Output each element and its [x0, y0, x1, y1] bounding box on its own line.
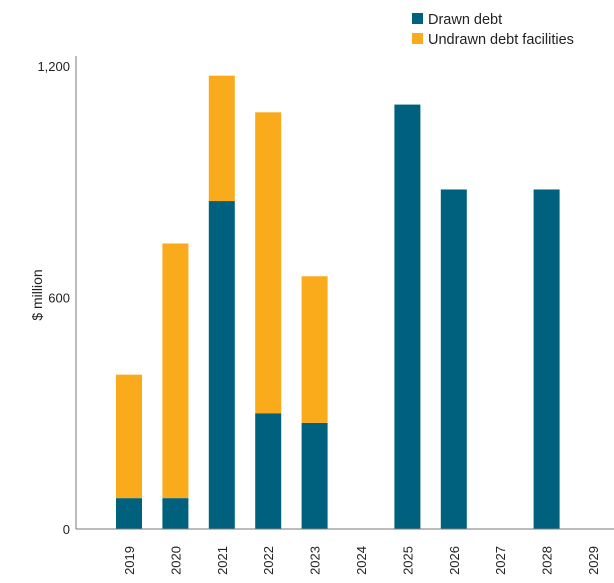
- y-tick-label: 0: [63, 522, 70, 537]
- drawn-debt-bar-2026: [440, 189, 467, 529]
- legend-label: Undrawn debt facilities: [428, 32, 574, 48]
- x-category-label: 2021: [215, 546, 230, 575]
- legend-swatch: [412, 13, 423, 24]
- legend: Drawn debt Undrawn debt facilities: [412, 12, 574, 48]
- x-category-label: 2029: [586, 546, 601, 575]
- y-axis-title: $ million: [29, 269, 45, 320]
- x-category-label: 2027: [493, 546, 508, 575]
- undrawn-facilities-bar-2020: [162, 243, 189, 499]
- x-category-label: 2022: [261, 546, 276, 575]
- legend-label: Drawn debt: [428, 12, 502, 28]
- drawn-debt-bar-2020: [162, 498, 189, 529]
- x-category-label: 2026: [447, 546, 462, 575]
- x-axis-labels: 2019 2020 2021 2022 2023 2024 2025 2026 2027 2028…: [122, 546, 601, 575]
- y-axis-ticks: 0 600 1,200: [37, 59, 70, 537]
- y-tick-label: 600: [48, 291, 70, 306]
- x-category-label: 2025: [400, 546, 415, 575]
- legend-swatch: [412, 33, 423, 44]
- x-category-label: 2023: [308, 546, 323, 575]
- axes: [75, 56, 614, 530]
- x-category-label: 2019: [122, 546, 137, 575]
- drawn-debt-bar-2021: [208, 201, 235, 529]
- drawn-debt-bar-2023: [301, 422, 328, 529]
- x-category-label: 2028: [540, 546, 555, 575]
- bars: [116, 75, 560, 529]
- drawn-debt-bar-2022: [255, 413, 282, 529]
- x-category-label: 2024: [354, 546, 369, 575]
- undrawn-facilities-bar-2021: [208, 75, 235, 202]
- drawn-debt-bar-2019: [116, 498, 142, 529]
- drawn-debt-bar-2025: [394, 104, 421, 529]
- undrawn-facilities-bar-2023: [301, 276, 328, 423]
- undrawn-facilities-bar-2019: [116, 374, 142, 499]
- undrawn-facilities-bar-2022: [255, 112, 282, 414]
- x-category-label: 2020: [168, 546, 183, 575]
- drawn-debt-bar-2028: [533, 189, 560, 529]
- y-tick-label: 1,200: [37, 59, 70, 74]
